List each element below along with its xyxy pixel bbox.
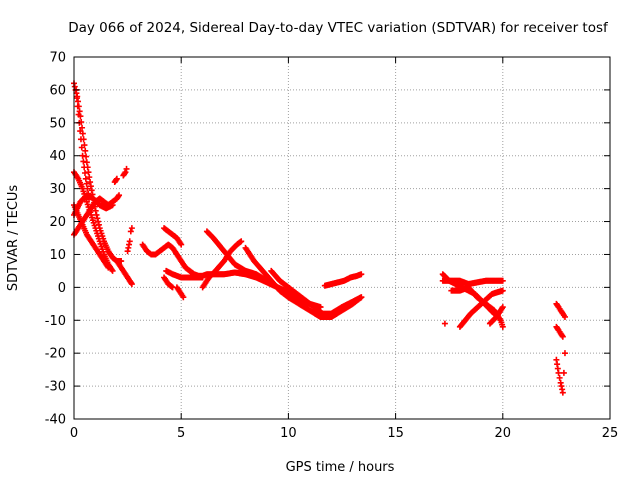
- x-tick-label: 5: [177, 426, 185, 441]
- data-point: [178, 241, 185, 248]
- data-point: [499, 323, 506, 330]
- y-tick-label: -30: [45, 380, 66, 395]
- series-arc-14: [321, 271, 365, 289]
- data-point: [81, 164, 88, 171]
- data-point: [86, 174, 93, 181]
- data-point: [126, 238, 133, 245]
- series-arc-15: [339, 294, 365, 311]
- plot-frame: [73, 56, 611, 420]
- grid: [74, 57, 610, 419]
- data-point: [128, 225, 135, 232]
- y-tick-label: 20: [49, 215, 66, 230]
- data-point: [83, 180, 90, 187]
- data-point: [358, 271, 365, 278]
- data-point: [78, 144, 85, 151]
- data-point: [559, 389, 566, 396]
- data-point: [499, 304, 506, 311]
- y-tick-label: 0: [58, 281, 66, 296]
- data-point: [82, 147, 89, 154]
- data-point: [95, 218, 102, 225]
- data-point: [127, 228, 134, 235]
- y-tick-label: 50: [49, 116, 66, 131]
- series-arc-21: [553, 300, 568, 320]
- data-point: [358, 294, 365, 301]
- data-point: [88, 187, 95, 194]
- data-point: [561, 313, 568, 320]
- y-tick-label: -10: [45, 314, 66, 329]
- series-arc-22: [553, 323, 566, 340]
- x-axis-label: GPS time / hours: [286, 460, 395, 475]
- data-points: [71, 80, 568, 396]
- data-point: [93, 211, 100, 218]
- series-arc-07: [111, 165, 135, 288]
- x-tick-label: 0: [70, 426, 78, 441]
- data-point: [79, 124, 86, 131]
- y-tick-label: 70: [49, 51, 66, 66]
- series-arc-20: [486, 304, 506, 327]
- series-arc-17: [439, 277, 506, 288]
- data-point: [113, 175, 120, 182]
- data-point: [499, 277, 506, 284]
- data-point: [122, 169, 129, 176]
- data-point: [116, 192, 123, 199]
- series-arc-23: [553, 350, 568, 396]
- x-tick-label: 15: [387, 426, 404, 441]
- y-tick-label: -20: [45, 347, 66, 362]
- data-point: [105, 264, 112, 271]
- data-point: [71, 83, 78, 90]
- data-point: [499, 287, 506, 294]
- series-arc-01: [71, 80, 125, 265]
- y-tick-label: 40: [49, 149, 66, 164]
- data-point: [83, 159, 90, 166]
- data-point: [87, 183, 94, 190]
- chart-title: Day 066 of 2024, Sidereal Day-to-day VTE…: [68, 20, 609, 36]
- data-point: [109, 202, 116, 209]
- data-point: [109, 267, 116, 274]
- data-point: [94, 215, 101, 222]
- data-point: [82, 175, 89, 182]
- data-point: [92, 207, 99, 214]
- x-tick-label: 25: [602, 426, 619, 441]
- series-arc-09: [161, 225, 206, 301]
- data-point: [74, 103, 81, 110]
- data-point: [81, 170, 88, 177]
- data-point: [441, 320, 448, 327]
- data-point: [77, 128, 84, 135]
- data-point: [128, 281, 135, 288]
- y-tick-label: 60: [49, 83, 66, 98]
- y-axis-label: SDTVAR / TECUs: [6, 185, 21, 292]
- series-arc-10: [199, 238, 245, 291]
- data-point: [85, 169, 92, 176]
- series-arc-03: [71, 169, 116, 274]
- data-point: [559, 333, 566, 340]
- data-point: [75, 111, 82, 118]
- y-tick-label: 30: [49, 182, 66, 197]
- data-point: [561, 350, 568, 357]
- x-tick-label: 10: [280, 426, 297, 441]
- data-point: [123, 165, 130, 172]
- data-point: [83, 153, 90, 160]
- data-point: [73, 95, 80, 102]
- data-point: [76, 108, 83, 115]
- data-point: [199, 274, 206, 281]
- data-point: [560, 369, 567, 376]
- series-arc-02: [73, 86, 93, 202]
- data-point: [77, 136, 84, 143]
- data-point: [79, 152, 86, 159]
- series-arc-19: [456, 287, 506, 330]
- data-point: [555, 369, 562, 376]
- y-tick-label: -40: [45, 413, 66, 428]
- x-tick-label: 20: [495, 426, 512, 441]
- series-arc-13: [268, 267, 345, 317]
- data-point: [80, 158, 87, 165]
- data-point: [238, 238, 245, 245]
- data-point: [180, 294, 187, 301]
- axis-ticks: 0 5 10 15 20 25 -40 -30 -20 -10 0 10 20 30 40 50 60 70: [45, 51, 619, 442]
- y-tick-label: 10: [49, 248, 66, 263]
- data-point: [556, 374, 563, 381]
- data-point: [169, 284, 176, 291]
- data-point: [87, 179, 94, 186]
